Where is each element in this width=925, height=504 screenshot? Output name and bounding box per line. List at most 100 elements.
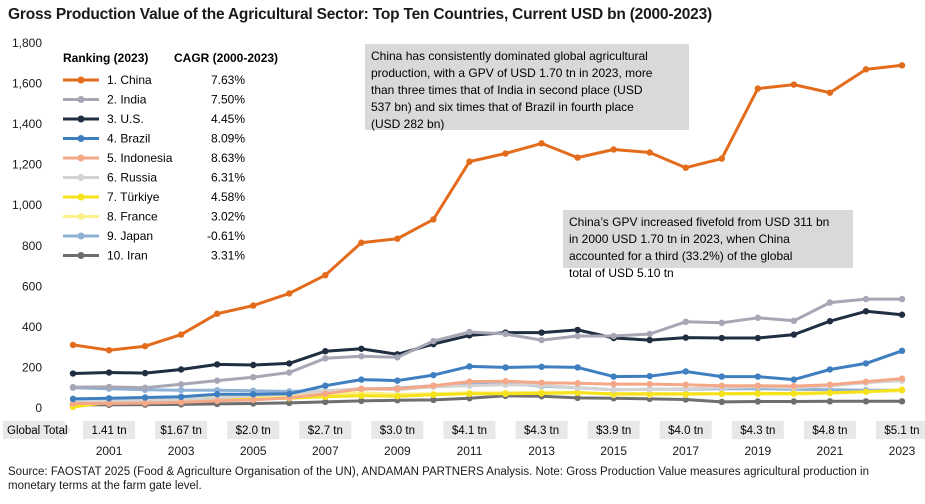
data-point	[682, 164, 689, 171]
data-point	[754, 314, 762, 321]
data-point	[682, 334, 689, 341]
x-tick-label: 2019	[744, 444, 771, 458]
data-point	[250, 391, 257, 398]
data-point	[286, 290, 293, 297]
data-point	[610, 386, 617, 393]
legend-label: 7. Türkiye	[107, 190, 160, 204]
data-point	[466, 378, 473, 385]
data-point	[898, 311, 906, 318]
data-point	[898, 386, 906, 393]
chart-title: Gross Production Value of the Agricultur…	[8, 6, 712, 23]
legend-item: 3. U.S. 4.45%	[63, 112, 245, 126]
global-total-value: $2.7 tn	[308, 425, 343, 437]
data-point	[430, 216, 437, 223]
data-point	[105, 347, 113, 354]
data-point	[141, 384, 149, 391]
global-total-row: Global Total 1.41 tn $1.67 tn $2.0 tn $2.7 t…	[3, 421, 925, 439]
data-point	[213, 377, 221, 384]
data-point	[394, 377, 401, 384]
data-point	[141, 369, 149, 377]
y-tick-label: 1,400	[12, 117, 42, 131]
legend-ranking-header: Ranking (2023)	[63, 51, 148, 65]
x-tick-label: 2013	[528, 444, 555, 458]
x-tick-label: 2011	[457, 444, 483, 458]
data-point	[754, 398, 762, 405]
data-point	[574, 389, 581, 396]
y-axis-labels: 0 200 400 600 800 1,000 1,200 1,400 1,600 1,800	[12, 36, 42, 415]
x-tick-label: 2023	[889, 444, 916, 458]
callout-china-dominance: China has consistently dominated global …	[365, 44, 689, 131]
legend-cagr: 6.31%	[211, 171, 245, 185]
data-point	[322, 382, 329, 389]
data-point	[682, 368, 689, 375]
series-indonesia	[69, 375, 906, 407]
data-point	[430, 396, 437, 404]
legend-cagr: 8.09%	[211, 132, 245, 146]
global-total-label: Global Total	[7, 425, 68, 437]
data-point	[862, 308, 870, 315]
data-point	[286, 360, 293, 367]
data-point	[322, 348, 329, 355]
series-line	[72, 63, 903, 352]
legend-label: 8. France	[107, 210, 158, 224]
data-point	[790, 382, 798, 390]
x-axis: 2001 2003 2005 2007 2009 2011 2013 2015 2017 2019…	[96, 444, 916, 458]
data-point	[286, 369, 293, 376]
data-point	[69, 395, 77, 403]
data-point	[69, 383, 77, 391]
x-tick-label: 2015	[600, 444, 627, 458]
data-point	[718, 390, 725, 398]
legend-marker	[77, 154, 85, 162]
data-point	[430, 337, 437, 345]
data-point	[538, 390, 545, 397]
y-tick-label: 1,000	[12, 198, 42, 212]
data-point	[538, 379, 545, 386]
data-point	[394, 235, 401, 242]
global-total-box	[371, 421, 424, 439]
data-point	[610, 373, 617, 380]
data-point	[574, 326, 581, 334]
legend-cagr: 3.31%	[211, 249, 245, 263]
data-point	[250, 396, 257, 404]
data-point	[862, 66, 870, 73]
data-point	[826, 318, 834, 325]
legend-marker	[77, 115, 85, 123]
global-total-value: $3.0 tn	[380, 425, 415, 437]
data-point	[646, 149, 653, 156]
data-point	[682, 396, 689, 403]
legend-item: 1. China 7.63%	[63, 73, 245, 87]
data-point	[358, 239, 365, 246]
legend-cagr: 4.45%	[211, 112, 245, 126]
y-tick-label: 400	[22, 320, 42, 334]
legend-marker	[77, 96, 85, 103]
legend-item: 2. India 7.50%	[63, 93, 245, 107]
data-point	[646, 390, 653, 398]
series-line	[72, 349, 903, 401]
data-point	[105, 400, 113, 407]
global-total-value: $4.1 tn	[452, 425, 487, 437]
callouts: China has consistently dominated global …	[365, 44, 853, 280]
legend-label: 5. Indonesia	[107, 151, 173, 165]
data-point	[105, 369, 113, 376]
global-total-value: $2.0 tn	[236, 425, 271, 437]
data-point	[177, 393, 185, 401]
data-point	[358, 376, 365, 383]
data-point	[790, 398, 798, 405]
series-china	[69, 62, 906, 354]
data-point	[141, 399, 149, 407]
data-point	[790, 317, 798, 325]
y-tick-label: 800	[22, 239, 42, 253]
global-total-value: $4.0 tn	[668, 425, 703, 437]
global-total-box	[83, 421, 136, 439]
y-tick-label: 600	[22, 279, 42, 293]
legend-cagr: 8.63%	[211, 151, 245, 165]
global-total-value: $3.9 tn	[596, 425, 631, 437]
data-point	[898, 398, 906, 405]
data-point	[69, 341, 77, 349]
data-point	[250, 373, 257, 381]
data-point	[430, 382, 437, 389]
legend-cagr: -0.61%	[207, 229, 245, 243]
global-total-box	[299, 421, 352, 439]
data-point	[862, 388, 870, 395]
global-total-value: $4.8 tn	[812, 425, 847, 437]
